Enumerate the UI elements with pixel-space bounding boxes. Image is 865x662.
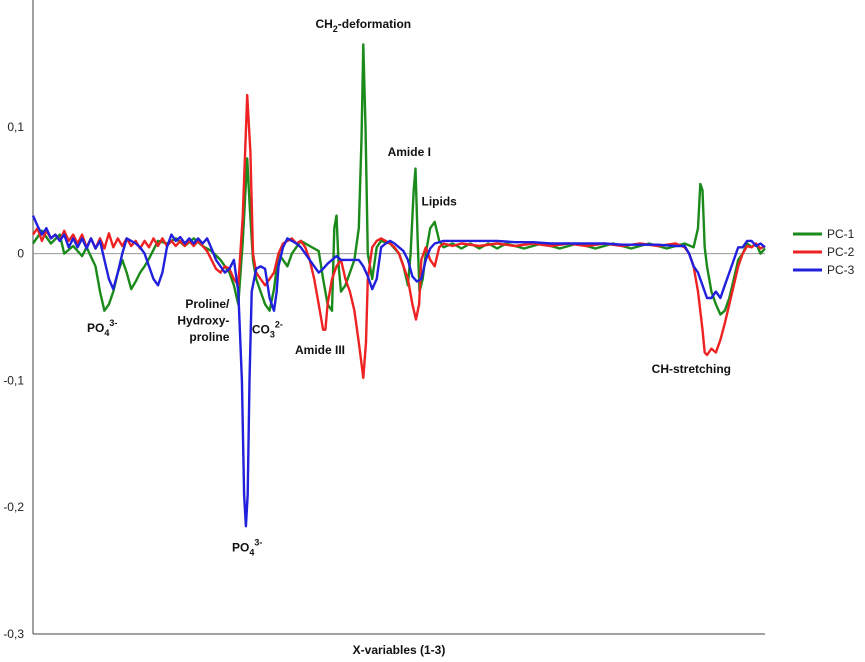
- annotation-amide1: Amide I: [388, 145, 431, 159]
- annotation-subscript: 3: [270, 329, 275, 339]
- legend: PC-1 PC-2 PC-3: [793, 227, 855, 277]
- y-tick-label: -0,2: [3, 500, 24, 514]
- annotation-superscript: 3-: [109, 318, 117, 328]
- annotation-proline2: Hydroxy-: [177, 314, 229, 328]
- y-axis-ticks: 0,1 0 -0,1 -0,2 -0,3: [3, 120, 24, 641]
- annotation-po4b: PO43-: [232, 538, 262, 558]
- y-tick-label: -0,3: [3, 627, 24, 641]
- legend-label-2: PC-2: [827, 245, 855, 259]
- annotation-subscript: 2: [333, 24, 338, 34]
- annotation-ch2: CH2-deformation: [315, 17, 411, 34]
- annotation-text: proline: [189, 330, 229, 344]
- annotation-text: Amide III: [295, 343, 345, 357]
- y-tick-label: -0,1: [3, 373, 24, 387]
- x-axis-label: X-variables (1-3): [353, 643, 446, 657]
- annotation-text: Lipids: [421, 194, 457, 208]
- annotation-text: Proline/: [185, 297, 230, 311]
- annotation-text: CO: [252, 322, 270, 336]
- series-line-1: [32, 43, 766, 316]
- annotation-proline3: proline: [189, 330, 229, 344]
- annotation-co3: CO32-: [252, 319, 283, 339]
- y-tick-label: 0,1: [7, 120, 24, 134]
- series-line-3: [31, 215, 766, 528]
- series-line-2: [32, 93, 766, 380]
- annotation-text: PO: [87, 321, 104, 335]
- annotation-text-rest: -deformation: [338, 17, 411, 31]
- annotation-text: PO: [232, 541, 249, 555]
- annotation-subscript: 4: [249, 548, 254, 558]
- legend-label-1: PC-1: [827, 227, 855, 241]
- annotation-subscript: 4: [104, 328, 109, 338]
- annotation-proline1: Proline/: [185, 297, 230, 311]
- annotation-amide3: Amide III: [295, 343, 345, 357]
- annotation-text: Amide I: [388, 145, 431, 159]
- annotation-text: CH: [315, 17, 332, 31]
- annotation-superscript: 2-: [275, 319, 283, 329]
- chart-axes: [32, 0, 765, 635]
- legend-label-3: PC-3: [827, 263, 855, 277]
- annotation-text: CH-stretching: [652, 362, 731, 376]
- annotation-chstretch: CH-stretching: [652, 362, 731, 376]
- y-tick-label: 0: [17, 247, 24, 261]
- annotation-po4a: PO43-: [87, 318, 117, 338]
- annotation-text: Hydroxy-: [177, 314, 229, 328]
- annotation-superscript: 3-: [254, 538, 262, 548]
- annotation-lipids: Lipids: [421, 194, 457, 208]
- series-lines: [31, 43, 766, 528]
